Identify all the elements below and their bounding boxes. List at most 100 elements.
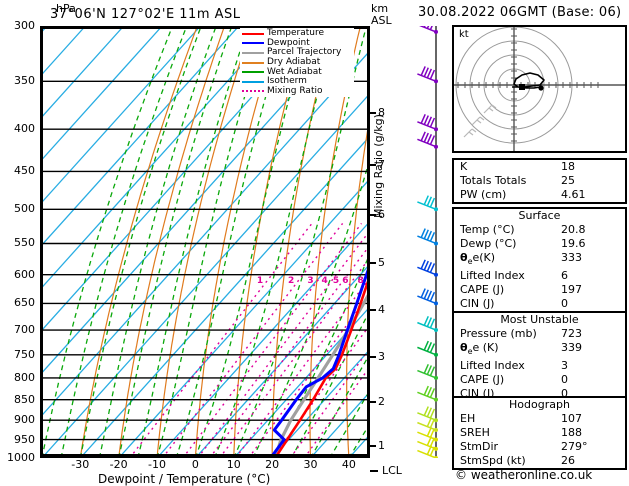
altitude-tick: 5 (378, 255, 385, 269)
hodograph-canvas (454, 27, 625, 151)
wind-barb (417, 131, 438, 149)
hodograph-stat-row: EH 107 (454, 412, 625, 426)
altitude-tick-mark (370, 213, 376, 216)
copyright-footer: © weatheronline.co.uk (455, 468, 593, 482)
wind-barb (417, 195, 438, 212)
pressure-tick: 550 (14, 236, 35, 250)
mixing-ratio-label: 4 (321, 275, 328, 286)
surface-key: θee(K) (460, 251, 496, 267)
skewt-plot (40, 26, 370, 458)
surface-key: CAPE (J) (460, 283, 505, 297)
index-key: PW (cm) (460, 188, 507, 201)
hodograph-stat-value: 26 (561, 454, 575, 467)
legend-item: Isotherm (242, 77, 352, 87)
temperature-tick: -10 (148, 458, 167, 471)
hodograph-stat-key: SREH (460, 426, 490, 439)
legend-item: Mixing Ratio (242, 86, 352, 97)
most-unstable-row: θee (K) 339 (454, 341, 625, 359)
pressure-tick: 500 (14, 202, 35, 216)
pressure-axis: 300 350 400 450 500 550 600 650 700 750 800 850 900 9… (0, 19, 40, 464)
legend-label: Temperature (267, 28, 325, 39)
skewt-canvas (40, 26, 370, 458)
pressure-tick: 300 (14, 19, 35, 32)
mixing-ratio-label: 3 (307, 275, 314, 286)
temperature-tick: 20 (265, 458, 280, 471)
pressure-tick: 950 (14, 432, 35, 446)
altitude-tick-mark (370, 444, 376, 447)
altitude-tick: 7 (378, 157, 385, 171)
mixing-ratio-label: 1 (256, 275, 264, 286)
hodograph-unit-label: kt (459, 29, 469, 40)
pressure-tick: 400 (14, 122, 35, 136)
temperature-tick: 10 (226, 458, 241, 471)
surface-key: Temp (°C) (460, 223, 515, 236)
hodograph-stat-key: EH (460, 412, 476, 425)
most-unstable-title: Most Unstable (500, 313, 579, 326)
legend-swatch (242, 90, 264, 93)
datetime-title: 30.08.2022 06GMT (Base: 06) (418, 5, 622, 20)
hodograph: kt (452, 25, 627, 153)
hodograph-stat-key: StmSpd (kt) (460, 454, 526, 467)
lcl-label: LCL (382, 464, 402, 478)
pressure-tick: 800 (14, 370, 35, 384)
wind-barb-column (396, 26, 448, 458)
mixing-ratio-label: 8 (357, 275, 364, 286)
temperature-tick: 30 (303, 458, 318, 471)
hodograph-stat-row: StmSpd (kt) 26 (454, 454, 625, 468)
lcl-tick-mark (370, 470, 378, 473)
hodograph-stat-row: StmDir 279° (454, 440, 625, 454)
wind-barb (417, 385, 438, 402)
index-key: Totals Totals (460, 174, 527, 187)
altitude-tick: 8 (378, 106, 385, 120)
index-key: K (460, 160, 468, 173)
altitude-tick-mark (370, 163, 376, 166)
legend-swatch (242, 61, 264, 64)
most-unstable-table: Most Unstable Pressure (mb) 723 θee (K) 339 L… (452, 311, 627, 404)
wind-barb (419, 26, 438, 34)
most-unstable-value: 339 (561, 341, 582, 354)
most-unstable-key: Lifted Index (460, 359, 525, 373)
altitude-tick: 6 (378, 207, 385, 221)
hodograph-stat-row: SREH 188 (454, 426, 625, 440)
altitude-tick-mark (370, 400, 376, 403)
temperature-tick: -30 (71, 458, 90, 471)
wind-barb (417, 114, 438, 132)
wind-barb (417, 259, 438, 277)
altitude-axis: 1 2 3 4 5 6 7 8 LCL (0, 26, 629, 477)
wind-barb (417, 316, 438, 333)
altitude-tick-mark (370, 261, 376, 264)
surface-row: Dewp (°C) 19.6 (454, 237, 625, 251)
legend-swatch (242, 71, 264, 74)
most-unstable-key: θee (K) (460, 341, 499, 357)
pressure-tick: 450 (14, 164, 35, 178)
index-row: PW (cm) 4.61 (454, 188, 625, 202)
altitude-tick: 3 (378, 349, 385, 363)
surface-key: Lifted Index (460, 269, 525, 283)
wind-barb (417, 288, 438, 306)
temperature-tick: 40 (341, 458, 356, 471)
surface-row: CIN (J) 0 (454, 297, 625, 311)
legend-label: Parcel Trajectory (267, 47, 342, 58)
index-value: 18 (561, 160, 575, 173)
pressure-tick: 750 (14, 347, 35, 361)
legend-swatch (242, 42, 264, 45)
hodograph-stats-table: Hodograph EH 107 SREH 188 StmDir 279° StmSpd (k… (452, 396, 627, 470)
km-unit-label: km (371, 2, 389, 15)
legend-label: Wet Adiabat (267, 66, 322, 77)
legend: Temperature Dewpoint Parcel Trajectory Dry … (240, 28, 354, 98)
pressure-tick: 650 (14, 296, 35, 310)
hodograph-stat-value: 279° (561, 440, 588, 453)
surface-value: 6 (561, 269, 568, 283)
most-unstable-value: 3 (561, 359, 568, 373)
legend-label: Dewpoint (267, 37, 310, 48)
wind-barb (417, 363, 438, 380)
wind-barb (417, 340, 438, 357)
legend-item: Temperature (242, 29, 352, 39)
pressure-tick: 850 (14, 392, 35, 406)
mixing-ratio-label: 5 (332, 275, 340, 286)
legend-item: Dry Adiabat (242, 58, 352, 68)
pressure-tick: 1000 (7, 451, 35, 464)
surface-row: CAPE (J) 197 (454, 283, 625, 297)
altitude-tick-mark (370, 355, 376, 358)
